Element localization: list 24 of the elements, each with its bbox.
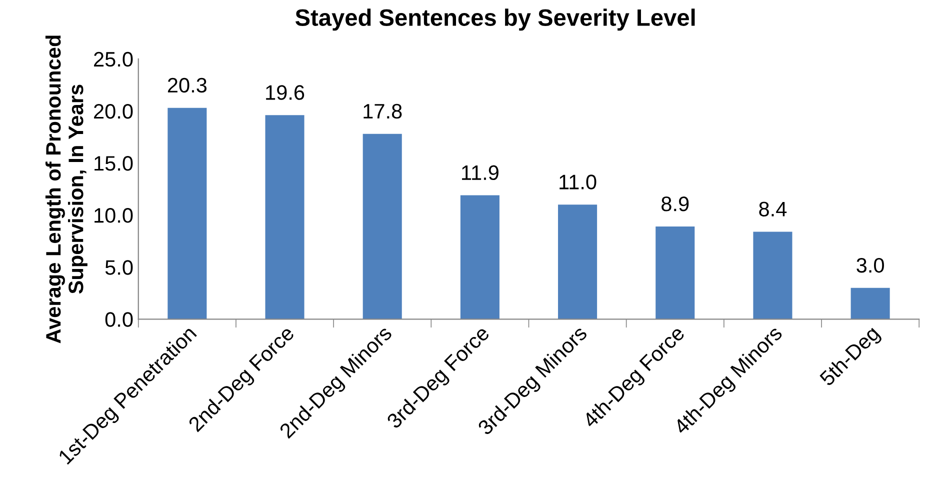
bar: [753, 232, 792, 320]
data-label: 8.9: [662, 196, 689, 212]
chart-title: Stayed Sentences by Severity Level: [295, 8, 695, 31]
data-label: 8.4: [759, 202, 787, 216]
y-axis-title: Average Length of Pronounced Supervision, In Years: [45, 36, 88, 344]
data-label: 17.8: [364, 104, 402, 119]
data-label: 20.3: [168, 78, 207, 93]
bar: [168, 108, 207, 320]
bar: [656, 226, 695, 320]
data-label: 3.0: [856, 258, 884, 273]
y-tick-label: 20.0: [94, 104, 133, 119]
y-tick-label: 15.0: [94, 156, 133, 171]
y-tick-label: 5.0: [105, 260, 133, 275]
bar: [850, 288, 890, 320]
y-tick-label: 10.0: [94, 208, 133, 223]
data-label: 11.0: [560, 174, 596, 190]
data-label: 19.6: [266, 85, 304, 100]
bar: [558, 204, 598, 320]
y-tick-label: 25.0: [94, 52, 133, 67]
bar: [362, 134, 402, 320]
y-tick-label: 0.0: [105, 312, 133, 327]
bar: [265, 115, 304, 320]
data-label: 11.9: [462, 165, 498, 180]
bar: [460, 195, 500, 320]
